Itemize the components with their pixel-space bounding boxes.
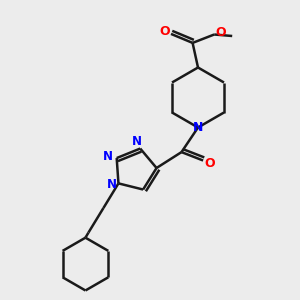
Text: O: O bbox=[204, 157, 215, 170]
Text: O: O bbox=[159, 25, 170, 38]
Text: N: N bbox=[103, 150, 113, 163]
Text: O: O bbox=[215, 26, 226, 39]
Text: N: N bbox=[193, 121, 203, 134]
Text: N: N bbox=[132, 134, 142, 148]
Text: N: N bbox=[107, 178, 117, 191]
